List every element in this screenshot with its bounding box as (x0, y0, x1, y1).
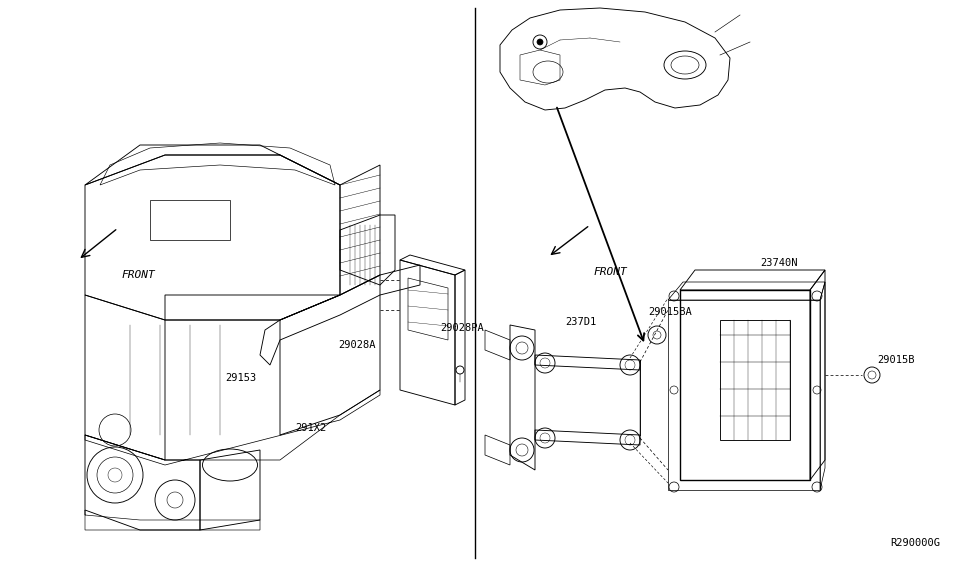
Text: 29153: 29153 (225, 373, 256, 383)
Text: 29015B: 29015B (877, 355, 915, 365)
Text: 29028PA: 29028PA (440, 323, 484, 333)
Text: R290000G: R290000G (890, 538, 940, 548)
Text: FRONT: FRONT (594, 267, 628, 277)
Circle shape (537, 39, 543, 45)
Text: 29015BA: 29015BA (648, 307, 691, 317)
Text: 237D1: 237D1 (565, 317, 597, 327)
Text: FRONT: FRONT (122, 270, 156, 280)
Text: 23740N: 23740N (760, 258, 798, 268)
Text: 29028A: 29028A (338, 340, 375, 350)
Text: 291X2: 291X2 (295, 423, 327, 433)
